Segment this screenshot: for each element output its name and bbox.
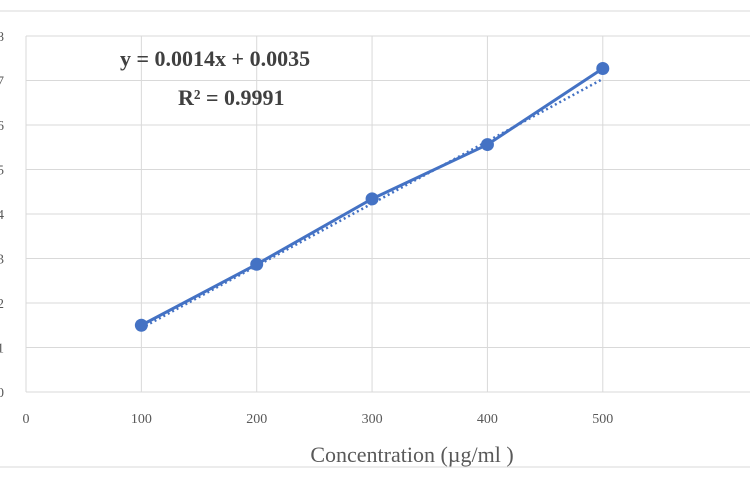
data-point <box>250 257 264 271</box>
y-tick-label: 5 <box>0 164 4 179</box>
r-squared-label: R² = 0.9991 <box>178 85 285 110</box>
data-point <box>134 318 148 332</box>
axis-ticks: 0 1 2 3 4 5 6 7 8 0 100 200 300 400 500 <box>0 30 613 427</box>
y-tick-label: 8 <box>0 30 4 45</box>
y-tick-label: 6 <box>0 119 4 134</box>
y-tick-label: 0 <box>0 386 4 401</box>
x-tick-label: 0 <box>23 412 30 427</box>
y-tick-label: 2 <box>0 297 4 312</box>
x-tick-label: 200 <box>246 412 267 427</box>
data-point <box>365 192 379 206</box>
x-tick-label: 300 <box>362 412 383 427</box>
x-tick-label: 400 <box>477 412 498 427</box>
gridlines <box>25 35 750 393</box>
y-tick-label: 4 <box>0 208 4 223</box>
y-tick-label: 7 <box>0 75 4 90</box>
x-axis-title: Concentration (µg/ml ) <box>310 442 513 467</box>
series-group <box>134 61 610 332</box>
data-point <box>480 138 494 152</box>
y-tick-label: 1 <box>0 342 4 357</box>
y-tick-label: 3 <box>0 253 4 268</box>
equation-label: y = 0.0014x + 0.0035 <box>120 46 310 71</box>
x-tick-label: 500 <box>592 412 613 427</box>
x-tick-label: 100 <box>131 412 152 427</box>
data-point <box>596 61 610 75</box>
